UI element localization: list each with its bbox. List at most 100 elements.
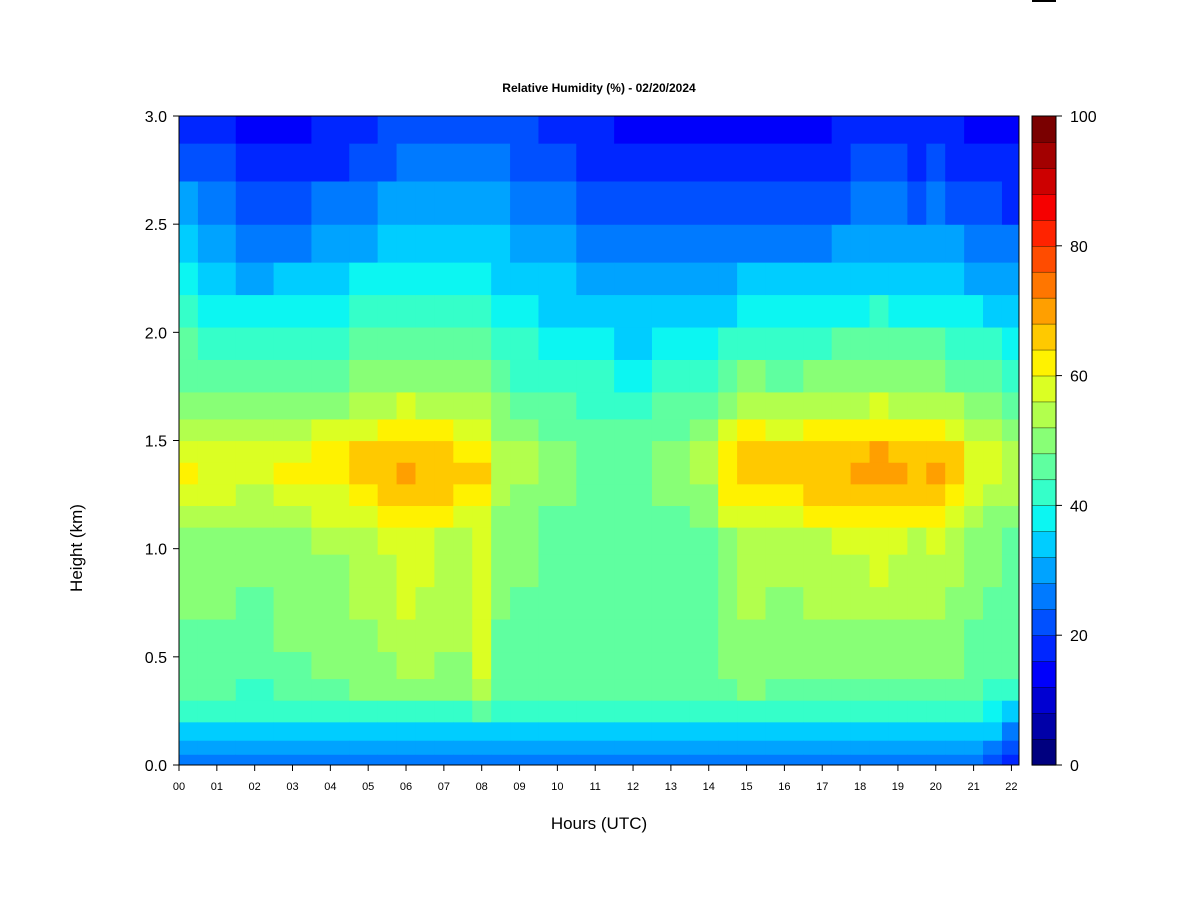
- heatmap-cell: [311, 618, 350, 653]
- heatmap-cell: [453, 554, 473, 588]
- x-tick-label: 15: [740, 781, 752, 793]
- heatmap-cell: [803, 754, 833, 765]
- heatmap-cell: [434, 505, 454, 528]
- heatmap-cell: [1001, 586, 1019, 620]
- heatmap-cell: [765, 678, 804, 701]
- heatmap-cell: [888, 294, 908, 328]
- heatmap-cell: [415, 754, 436, 765]
- heatmap-cell: [907, 740, 927, 755]
- heatmap-cell: [651, 224, 691, 263]
- heatmap-cell: [510, 651, 540, 680]
- heatmap-cell: [945, 294, 965, 328]
- heatmap-cell: [538, 462, 577, 485]
- heatmap-cell: [1001, 651, 1019, 680]
- heatmap-cell: [850, 586, 871, 620]
- heatmap-cell: [538, 391, 577, 420]
- heatmap-cell: [888, 116, 908, 144]
- colorbar: 0 20 40 60 80 100: [1031, 109, 1097, 775]
- heatmap-cell: [197, 262, 237, 296]
- heatmap-cell: [273, 143, 313, 182]
- colorbar-tick-label: 40: [1070, 498, 1088, 515]
- heatmap-cell: [803, 678, 833, 701]
- heatmap-cell: [510, 294, 540, 328]
- heatmap-cell: [510, 262, 540, 296]
- heatmap-cell: [888, 700, 908, 723]
- heatmap-cell: [964, 359, 984, 393]
- heatmap-cell: [869, 527, 890, 555]
- heatmap-cell: [453, 143, 473, 182]
- heatmap-cell: [926, 754, 946, 765]
- heatmap-cell: [888, 418, 908, 442]
- heatmap-cell: [737, 483, 767, 506]
- colorbar-swatch: [1031, 141, 1057, 169]
- heatmap-cell: [396, 740, 417, 755]
- heatmap-cell: [689, 440, 719, 463]
- heatmap-cell: [179, 721, 199, 741]
- heatmap-cell: [831, 740, 852, 755]
- heatmap-cell: [179, 359, 199, 393]
- colorbar-swatch: [1031, 557, 1057, 584]
- x-tick-label: 02: [249, 781, 261, 793]
- x-tick-label: 12: [627, 781, 639, 793]
- heatmap-cell: [472, 754, 492, 765]
- heatmap-cell: [576, 618, 615, 653]
- x-tick-label: 17: [816, 781, 828, 793]
- heatmap-cell: [689, 180, 719, 225]
- heatmap-cell: [614, 527, 653, 555]
- heatmap-cell: [453, 326, 473, 360]
- heatmap-cell: [718, 618, 738, 653]
- heatmap-cell: [349, 721, 379, 741]
- heatmap-cell: [718, 294, 738, 328]
- heatmap-cell: [197, 180, 237, 225]
- heatmap-cell: [491, 143, 511, 182]
- heatmap-cell: [434, 527, 454, 555]
- heatmap-cell: [273, 262, 313, 296]
- heatmap-cell: [614, 418, 653, 442]
- heatmap-cell: [803, 262, 833, 296]
- heatmap-cell: [737, 418, 767, 442]
- heatmap-cell: [538, 116, 577, 144]
- heatmap-cell: [945, 527, 965, 555]
- heatmap-cell: [983, 462, 1003, 485]
- heatmap-cell: [491, 462, 511, 485]
- heatmap-cell: [850, 618, 871, 653]
- heatmap-cell: [718, 391, 738, 420]
- heatmap-cell: [964, 483, 984, 506]
- heatmap-cell: [491, 586, 511, 620]
- heatmap-cell: [907, 391, 927, 420]
- heatmap-cell: [377, 586, 398, 620]
- heatmap-cell: [472, 143, 492, 182]
- x-tick-label: 08: [476, 781, 488, 793]
- heatmap-cell: [850, 359, 871, 393]
- heatmap-cell: [491, 294, 511, 328]
- heatmap-cell: [311, 754, 350, 765]
- heatmap-cell: [197, 618, 237, 653]
- heatmap-cell: [197, 586, 237, 620]
- heatmap-cell: [737, 143, 767, 182]
- heatmap-cell: [235, 180, 275, 225]
- heatmap-cell: [311, 224, 350, 263]
- heatmap-cell: [983, 440, 1003, 463]
- x-tick-label: 19: [892, 781, 904, 793]
- heatmap-cell: [1001, 678, 1019, 701]
- heatmap-cell: [945, 721, 965, 741]
- x-tick-label: 14: [703, 781, 715, 793]
- heatmap-cell: [197, 754, 237, 765]
- heatmap-cell: [689, 651, 719, 680]
- heatmap-cell: [964, 224, 984, 263]
- heatmap-cell: [235, 262, 275, 296]
- heatmap-cell: [869, 359, 890, 393]
- heatmap-cell: [718, 678, 738, 701]
- heatmap-cell: [964, 586, 984, 620]
- heatmap-cell: [273, 180, 313, 225]
- heatmap-cell: [718, 740, 738, 755]
- colorbar-tick-label: 60: [1070, 369, 1088, 386]
- heatmap-cell: [311, 527, 350, 555]
- heatmap-cell: [415, 359, 436, 393]
- heatmap-cell: [434, 651, 454, 680]
- heatmap-cell: [415, 721, 436, 741]
- heatmap-cell: [415, 116, 436, 144]
- heatmap-cell: [197, 527, 237, 555]
- heatmap-cell: [453, 391, 473, 420]
- heatmap-cell: [718, 326, 738, 360]
